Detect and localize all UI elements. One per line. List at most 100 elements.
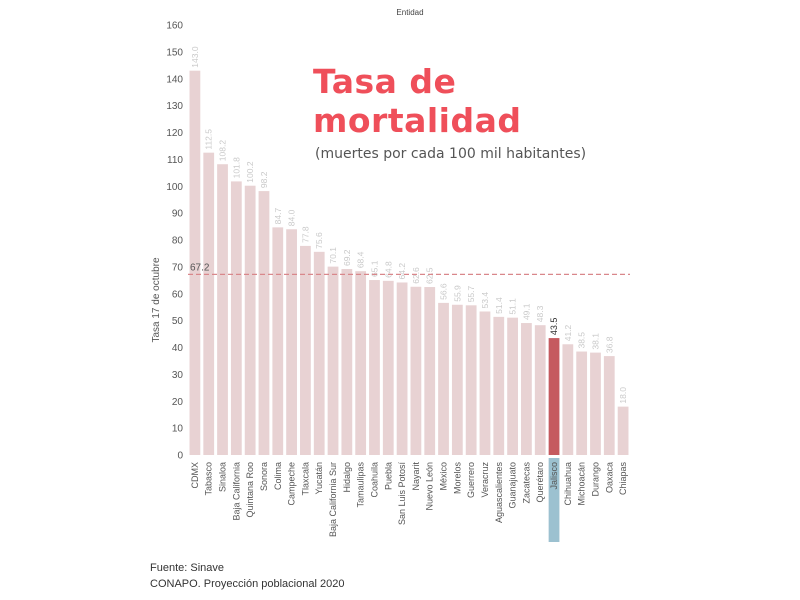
- y-tick-label: 130: [166, 101, 183, 112]
- x-tick-label: México: [439, 462, 449, 491]
- bar-value-label: 77.8: [300, 226, 310, 243]
- y-tick-label: 50: [172, 316, 184, 327]
- bar-value-label: 84.7: [273, 208, 283, 225]
- bar-value-label: 51.1: [508, 298, 518, 315]
- x-tick-label: Jalisco: [549, 462, 559, 490]
- bar-value-label: 51.4: [494, 297, 504, 314]
- y-tick-label: 0: [177, 451, 183, 462]
- x-tick-label: Tlaxcala: [300, 462, 310, 496]
- bar-chihuahua: [562, 344, 574, 455]
- bar-value-label: 48.3: [535, 305, 545, 322]
- bar-value-label: 112.5: [204, 129, 214, 150]
- bar-jalisco: [548, 338, 560, 455]
- bar-value-label: 38.1: [590, 333, 600, 350]
- bar-value-label: 62.5: [425, 267, 435, 284]
- bar-aguascalientes: [493, 316, 505, 455]
- bar-value-label: 68.4: [356, 251, 366, 268]
- bar-value-label: 53.4: [480, 292, 490, 309]
- bar-tamaulipas: [355, 271, 367, 455]
- bar-value-label: 84.0: [287, 209, 297, 226]
- bar-value-label: 41.2: [563, 324, 573, 341]
- x-tick-label: Quintana Roo: [245, 462, 255, 518]
- bar-value-label: 64.2: [397, 263, 407, 280]
- bar-value-label: 36.8: [604, 336, 614, 353]
- bar-campeche: [286, 229, 297, 455]
- y-tick-label: 70: [172, 262, 184, 273]
- y-tick-label: 140: [166, 74, 183, 85]
- bar-value-label: 43.5: [549, 318, 559, 336]
- x-tick-label: Baja California: [231, 462, 241, 521]
- bar-value-label: 100.2: [245, 161, 255, 183]
- bar-m-xico: [438, 302, 449, 455]
- x-tick-label: Campeche: [287, 462, 297, 506]
- chart-title: Tasa de mortalidad: [313, 62, 522, 140]
- y-tick-label: 160: [166, 21, 183, 32]
- bar-guerrero: [465, 305, 477, 455]
- x-tick-label: Nuevo León: [425, 462, 435, 511]
- bar-chiapas: [617, 406, 629, 455]
- y-tick-label: 110: [167, 155, 183, 166]
- bar-puebla: [382, 280, 394, 455]
- y-tick-label: 10: [172, 424, 184, 435]
- x-tick-label: Colima: [273, 462, 283, 490]
- y-tick-label: 60: [172, 289, 184, 300]
- x-tick-label: Chihuahua: [563, 462, 573, 506]
- bar-tabasco: [203, 152, 215, 455]
- x-tick-label: Michoacán: [577, 462, 587, 506]
- bar-sinaloa: [217, 164, 228, 455]
- x-tick-label: Tamaulipas: [356, 462, 366, 508]
- x-tick-label: Yucatán: [314, 462, 324, 495]
- y-tick-label: 20: [172, 397, 184, 408]
- x-tick-label: Morelos: [452, 462, 462, 495]
- x-tick-label: Coahuila: [369, 462, 379, 498]
- x-tick-label: Zacatecas: [521, 462, 531, 504]
- x-tick-label: Nayarit: [411, 462, 421, 491]
- bar-yucat-n: [313, 251, 325, 455]
- y-tick-label: 40: [172, 343, 184, 354]
- x-tick-label: Hidalgo: [342, 462, 352, 493]
- bar-nuevo-le-n: [424, 287, 436, 455]
- chart-subtitle: (muertes por cada 100 mil habitantes): [315, 146, 587, 162]
- bar-veracruz: [479, 311, 491, 455]
- bar-baja-california-sur: [327, 266, 339, 455]
- y-tick-label: 30: [172, 370, 184, 381]
- bar-san-luis-potos-: [396, 282, 408, 455]
- bar-morelos: [451, 304, 463, 455]
- bar-value-label: 55.7: [466, 285, 476, 302]
- bar-value-label: 56.6: [439, 283, 449, 300]
- bar-value-label: 64.8: [383, 261, 393, 278]
- bar-value-label: 69.2: [342, 249, 352, 266]
- source-line-1: Fuente: Sinave: [150, 562, 224, 574]
- bar-value-label: 98.2: [259, 171, 269, 188]
- x-tick-label: Chiapas: [618, 462, 628, 496]
- bar-guanajuato: [507, 317, 518, 455]
- bar-value-label: 18.0: [618, 387, 628, 404]
- source-note: Fuente: Sinave CONAPO. Proyección poblac…: [150, 560, 344, 592]
- bar-michoac-n: [576, 351, 588, 455]
- x-tick-label: Guanajuato: [508, 462, 518, 509]
- bar-value-label: 38.5: [577, 332, 587, 349]
- bar-sonora: [258, 191, 270, 455]
- bar-value-label: 49.1: [521, 303, 531, 320]
- bar-quer-taro: [534, 325, 546, 455]
- bar-value-label: 70.1: [328, 247, 338, 264]
- bar-colima: [272, 227, 284, 455]
- y-axis-label: Tasa 17 de octubre: [151, 257, 162, 342]
- x-tick-label: Oaxaca: [604, 462, 614, 493]
- bar-value-label: 143.0: [190, 46, 200, 68]
- x-tick-label: CDMX: [190, 462, 200, 489]
- highlight-label-background: [548, 458, 560, 542]
- x-tick-label: Veracruz: [480, 462, 490, 498]
- bar-baja-california: [230, 181, 242, 455]
- bar-value-label: 101.8: [231, 157, 241, 179]
- bar-nayarit: [410, 286, 422, 455]
- x-tick-label: Aguascalientes: [494, 462, 504, 524]
- x-tick-label: Durango: [590, 462, 600, 497]
- bar-durango: [590, 352, 601, 455]
- source-line-2: CONAPO. Proyección poblacional 2020: [150, 578, 345, 590]
- bar-hidalgo: [341, 269, 353, 455]
- x-axis-header: Entidad: [396, 8, 424, 17]
- bar-quintana-roo: [244, 185, 256, 455]
- bar-value-label: 108.2: [218, 140, 228, 162]
